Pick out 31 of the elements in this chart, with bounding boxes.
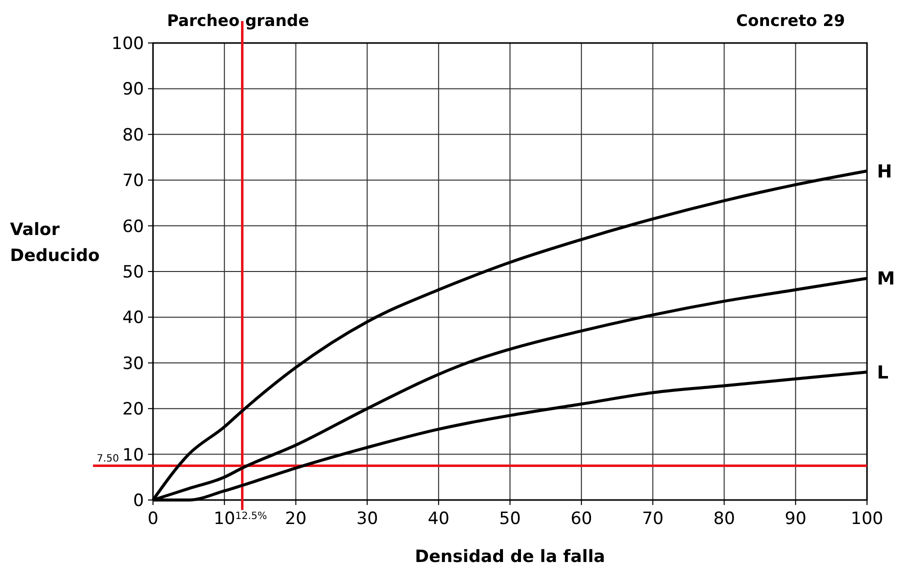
x-axis-title: Densidad de la falla bbox=[414, 547, 606, 567]
x-tick-label: 100 bbox=[850, 509, 884, 529]
series-label: L bbox=[877, 362, 888, 384]
y-tick-label: 0 bbox=[133, 490, 144, 511]
y-tick-label: 40 bbox=[122, 308, 144, 328]
x-tick-label: 80 bbox=[713, 509, 736, 529]
y-tick-label: 70 bbox=[122, 171, 144, 192]
y-tick-label: 20 bbox=[122, 400, 144, 420]
x-tick-label: 30 bbox=[356, 509, 378, 529]
y-axis-title: Valor Deducido bbox=[10, 220, 100, 266]
y-tick-label: 90 bbox=[122, 80, 144, 100]
x-tick-label: 20 bbox=[284, 509, 307, 529]
y-tick-label: 30 bbox=[122, 354, 144, 374]
x-tick-label: 90 bbox=[784, 509, 806, 529]
x-tick-label: 60 bbox=[570, 509, 592, 529]
y-tick-label: 80 bbox=[122, 125, 144, 146]
ref-line-label: 12.5% bbox=[235, 511, 268, 522]
x-tick-label: 50 bbox=[499, 509, 521, 529]
text: Concreto 29 bbox=[736, 11, 845, 30]
series-label: H bbox=[877, 161, 892, 182]
x-tick-label: 70 bbox=[642, 509, 664, 529]
x-tick-label: 0 bbox=[148, 509, 158, 529]
chart-title: Parcheo grande bbox=[166, 11, 310, 30]
y-tick-label: 50 bbox=[122, 262, 144, 282]
y-tick-label: 60 bbox=[122, 216, 144, 237]
y-tick-label: 100 bbox=[112, 34, 144, 54]
ref-line-label: 7.50 bbox=[96, 454, 119, 465]
series-label: M bbox=[877, 268, 895, 290]
y-tick-label: 10 bbox=[122, 445, 144, 466]
x-tick-label: 10 bbox=[214, 509, 236, 529]
x-tick-label: 40 bbox=[428, 509, 450, 529]
